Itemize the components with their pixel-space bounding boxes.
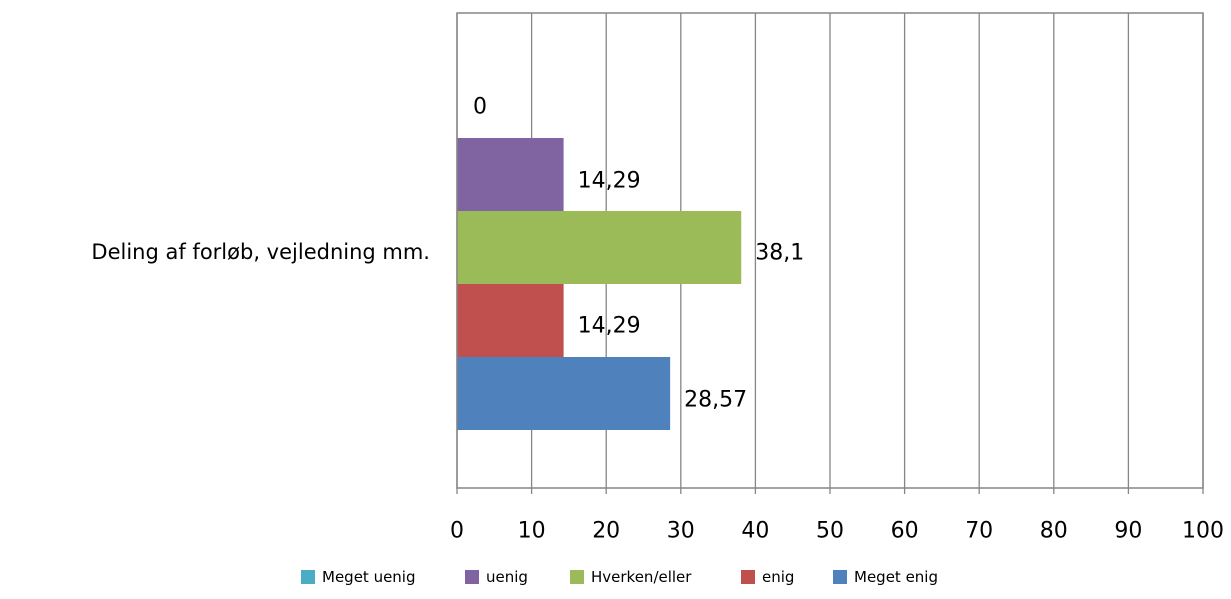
- x-tick-label: 100: [1182, 519, 1224, 544]
- category-label: Deling af forløb, vejledning mm.: [91, 240, 430, 264]
- legend: Meget uenig uenig Hverken/eller enig Meget e…: [301, 568, 938, 586]
- x-tick-label: 60: [891, 519, 919, 544]
- legend-label-meget-uenig: Meget uenig: [322, 568, 416, 586]
- bar-uenig: [457, 138, 564, 211]
- x-tick-label: 80: [1040, 519, 1068, 544]
- x-tick-label: 90: [1114, 519, 1142, 544]
- data-labels: 0 14,29 38,1 14,29 28,57: [473, 95, 804, 413]
- x-tick-label: 70: [965, 519, 993, 544]
- bar-hverken-eller: [457, 211, 742, 284]
- x-tick-label: 40: [741, 519, 769, 544]
- x-tick-label: 20: [592, 519, 620, 544]
- bar-series: [457, 138, 742, 430]
- plot-area-border: [456, 12, 1204, 489]
- legend-swatch-meget-uenig: [301, 570, 315, 584]
- data-label: 38,1: [755, 241, 804, 266]
- x-tick-label: 0: [450, 519, 464, 544]
- data-label: 14,29: [578, 169, 641, 194]
- y-axis-category-labels: Deling af forløb, vejledning mm.: [91, 240, 430, 264]
- bar-meget-enig: [457, 357, 671, 430]
- plot-frame: [456, 12, 1204, 489]
- legend-label-enig: enig: [762, 568, 794, 586]
- x-tick-label: 10: [518, 519, 546, 544]
- legend-swatch-hverken-eller: [570, 570, 584, 584]
- data-label: 0: [473, 95, 487, 120]
- legend-swatch-enig: [741, 570, 755, 584]
- legend-label-uenig: uenig: [486, 568, 528, 586]
- data-label: 28,57: [684, 388, 747, 413]
- legend-swatch-uenig: [465, 570, 479, 584]
- bar-enig: [457, 284, 564, 357]
- legend-swatch-meget-enig: [833, 570, 847, 584]
- x-axis-tick-labels: 0 10 20 30 40 50 60 70 80 90 100: [450, 519, 1224, 544]
- data-label: 14,29: [578, 314, 641, 339]
- legend-label-hverken-eller: Hverken/eller: [591, 568, 692, 586]
- legend-label-meget-enig: Meget enig: [854, 568, 938, 586]
- x-tick-label: 30: [667, 519, 695, 544]
- x-tick-label: 50: [816, 519, 844, 544]
